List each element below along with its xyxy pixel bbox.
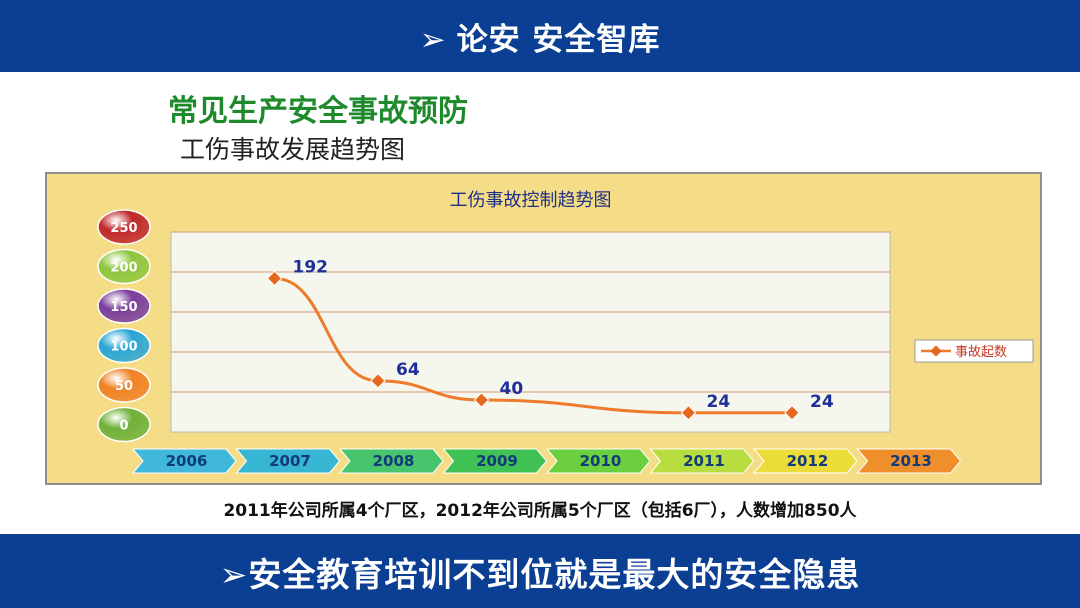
data-point [266, 270, 283, 287]
y-tick-ball [97, 327, 151, 364]
x-axis-segment [856, 448, 962, 474]
plot-area [170, 231, 891, 433]
y-tick-label: 50 [115, 379, 133, 394]
x-tick-label: 2011 [683, 452, 725, 470]
bottom-banner-row: ➢安全教育培训不到位就是最大的安全隐患 [0, 548, 1080, 596]
data-label: 24 [810, 392, 834, 412]
x-axis-segment [752, 448, 858, 474]
chart-panel: 工伤事故控制趋势图 250 200 150 100 50 0 2006 2007 2008 2009… [45, 172, 1042, 485]
data-label: 64 [396, 360, 420, 380]
data-label: 40 [500, 379, 524, 399]
legend-marker [930, 345, 942, 357]
x-tick-label: 2007 [269, 452, 311, 470]
x-axis-segment [338, 448, 444, 474]
bottom-banner: ➢安全教育培训不到位就是最大的安全隐患 [0, 534, 1080, 608]
x-axis-segment [649, 448, 755, 474]
y-tick-label: 200 [110, 261, 137, 276]
footnote: 2011年公司所属4个厂区，2012年公司所属5个厂区（包括6厂），人数增加85… [223, 501, 857, 521]
chart-title: 工伤事故控制趋势图 [450, 190, 612, 211]
x-axis-segment [131, 448, 237, 474]
data-point [784, 405, 800, 421]
x-tick-label: 2012 [787, 452, 829, 470]
y-tick-ball [97, 248, 151, 285]
bottom-banner-text: 安全教育培训不到位就是最大的安全隐患 [248, 555, 861, 594]
arrow-icon: ➢ [219, 555, 249, 594]
y-tick-ball [97, 406, 151, 443]
y-tick-ball [97, 209, 151, 245]
data-point [680, 405, 697, 421]
legend-box [914, 339, 1034, 363]
data-label: 192 [293, 257, 329, 277]
arrow-icon: ➢ [419, 22, 447, 58]
y-tick-ball [97, 367, 151, 403]
legend-label: 事故起数 [955, 345, 1007, 360]
x-axis-segment [235, 448, 341, 474]
x-tick-label: 2013 [890, 452, 932, 470]
x-tick-label: 2009 [476, 452, 518, 470]
y-tick-label: 250 [110, 221, 137, 236]
legend: 事故起数 [914, 339, 1034, 363]
top-banner-title-row: ➢ 论安 安全智库 [0, 14, 1080, 59]
x-tick-label: 2006 [166, 452, 208, 470]
slide-subheading: 工伤事故发展趋势图 [180, 135, 406, 164]
data-label: 24 [707, 392, 731, 412]
x-tick-label: 2008 [373, 452, 415, 470]
x-axis-segment [442, 448, 548, 474]
data-point [473, 392, 490, 408]
top-banner: ➢ 论安 安全智库 [0, 0, 1080, 72]
data-point [370, 373, 386, 389]
slide-heading: 常见生产安全事故预防 [168, 94, 468, 129]
y-tick-ball [97, 288, 151, 324]
trend-chart: 工伤事故控制趋势图 250 200 150 100 50 0 2006 2007 2008 2009… [97, 190, 1034, 474]
y-tick-label: 150 [110, 300, 137, 315]
y-tick-label: 100 [110, 340, 137, 355]
y-tick-label: 0 [119, 419, 128, 434]
x-axis-segment [545, 448, 651, 474]
top-banner-title: 论安 安全智库 [456, 22, 661, 58]
x-tick-label: 2010 [580, 452, 622, 470]
